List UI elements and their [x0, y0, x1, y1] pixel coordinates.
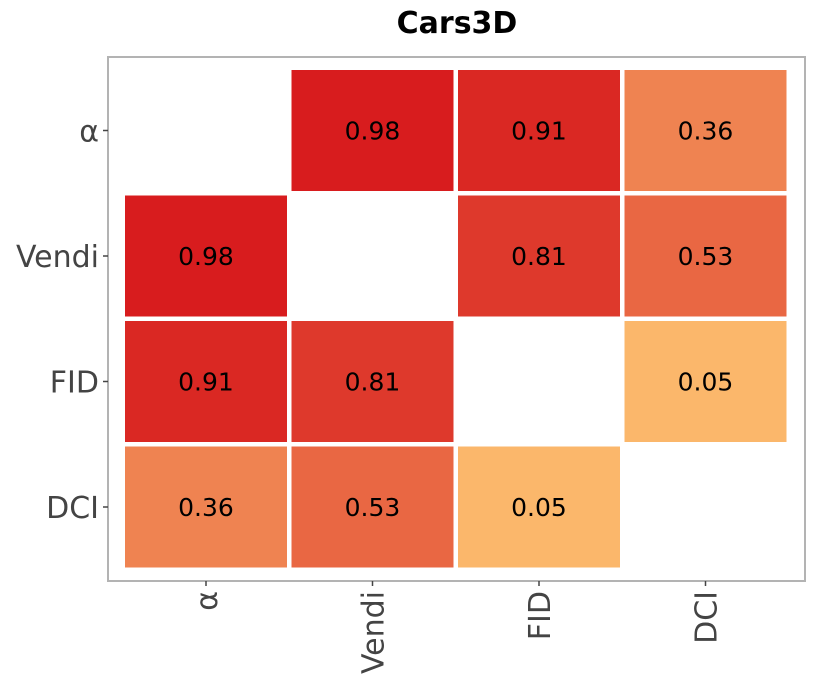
x-tick-label: DCI	[690, 591, 725, 644]
heatmap-cell	[125, 446, 287, 568]
cell-value-label: 0.81	[345, 368, 401, 397]
y-tick-label: DCI	[46, 491, 99, 526]
x-tick-label: α	[190, 591, 225, 611]
y-tick-label: FID	[50, 366, 99, 401]
heatmap-cell	[624, 70, 787, 191]
cell-value-label: 0.81	[511, 242, 567, 271]
heatmap-cell	[624, 195, 787, 317]
cell-value-label: 0.91	[511, 117, 567, 146]
cell-value-label: 0.36	[678, 117, 734, 146]
cell-value-label: 0.98	[178, 242, 234, 271]
cell-value-label: 0.05	[511, 493, 567, 522]
cell-value-label: 0.36	[178, 493, 234, 522]
y-tick-label: Vendi	[16, 240, 99, 275]
cell-value-label: 0.05	[678, 368, 734, 397]
axes-layer: α Vendi FID DCI α Vendi FID DCI	[16, 115, 725, 675]
cell-value-label: 0.53	[678, 242, 734, 271]
heatmap-cell	[291, 70, 454, 191]
x-tick-label: Vendi	[357, 591, 392, 674]
heatmap-cell	[458, 195, 620, 317]
cell-value-label: 0.53	[345, 493, 401, 522]
cell-value-label: 0.98	[345, 117, 401, 146]
chart-title: Cars3D	[397, 6, 518, 41]
heatmap-cell	[291, 321, 454, 442]
heatmap-cell	[125, 195, 287, 317]
cells-layer: 0.98 0.91 0.36 0.98 0.81 0.53 0.91 0.81 0.05 0.36…	[125, 70, 787, 568]
heatmap-cell	[291, 446, 454, 568]
heatmap-cell	[458, 446, 620, 568]
y-tick-label: α	[79, 115, 99, 150]
heatmap-cell	[125, 321, 287, 442]
x-tick-label: FID	[523, 591, 558, 640]
heatmap-cell	[624, 321, 787, 442]
heatmap-cell	[458, 70, 620, 191]
cell-value-label: 0.91	[178, 368, 234, 397]
